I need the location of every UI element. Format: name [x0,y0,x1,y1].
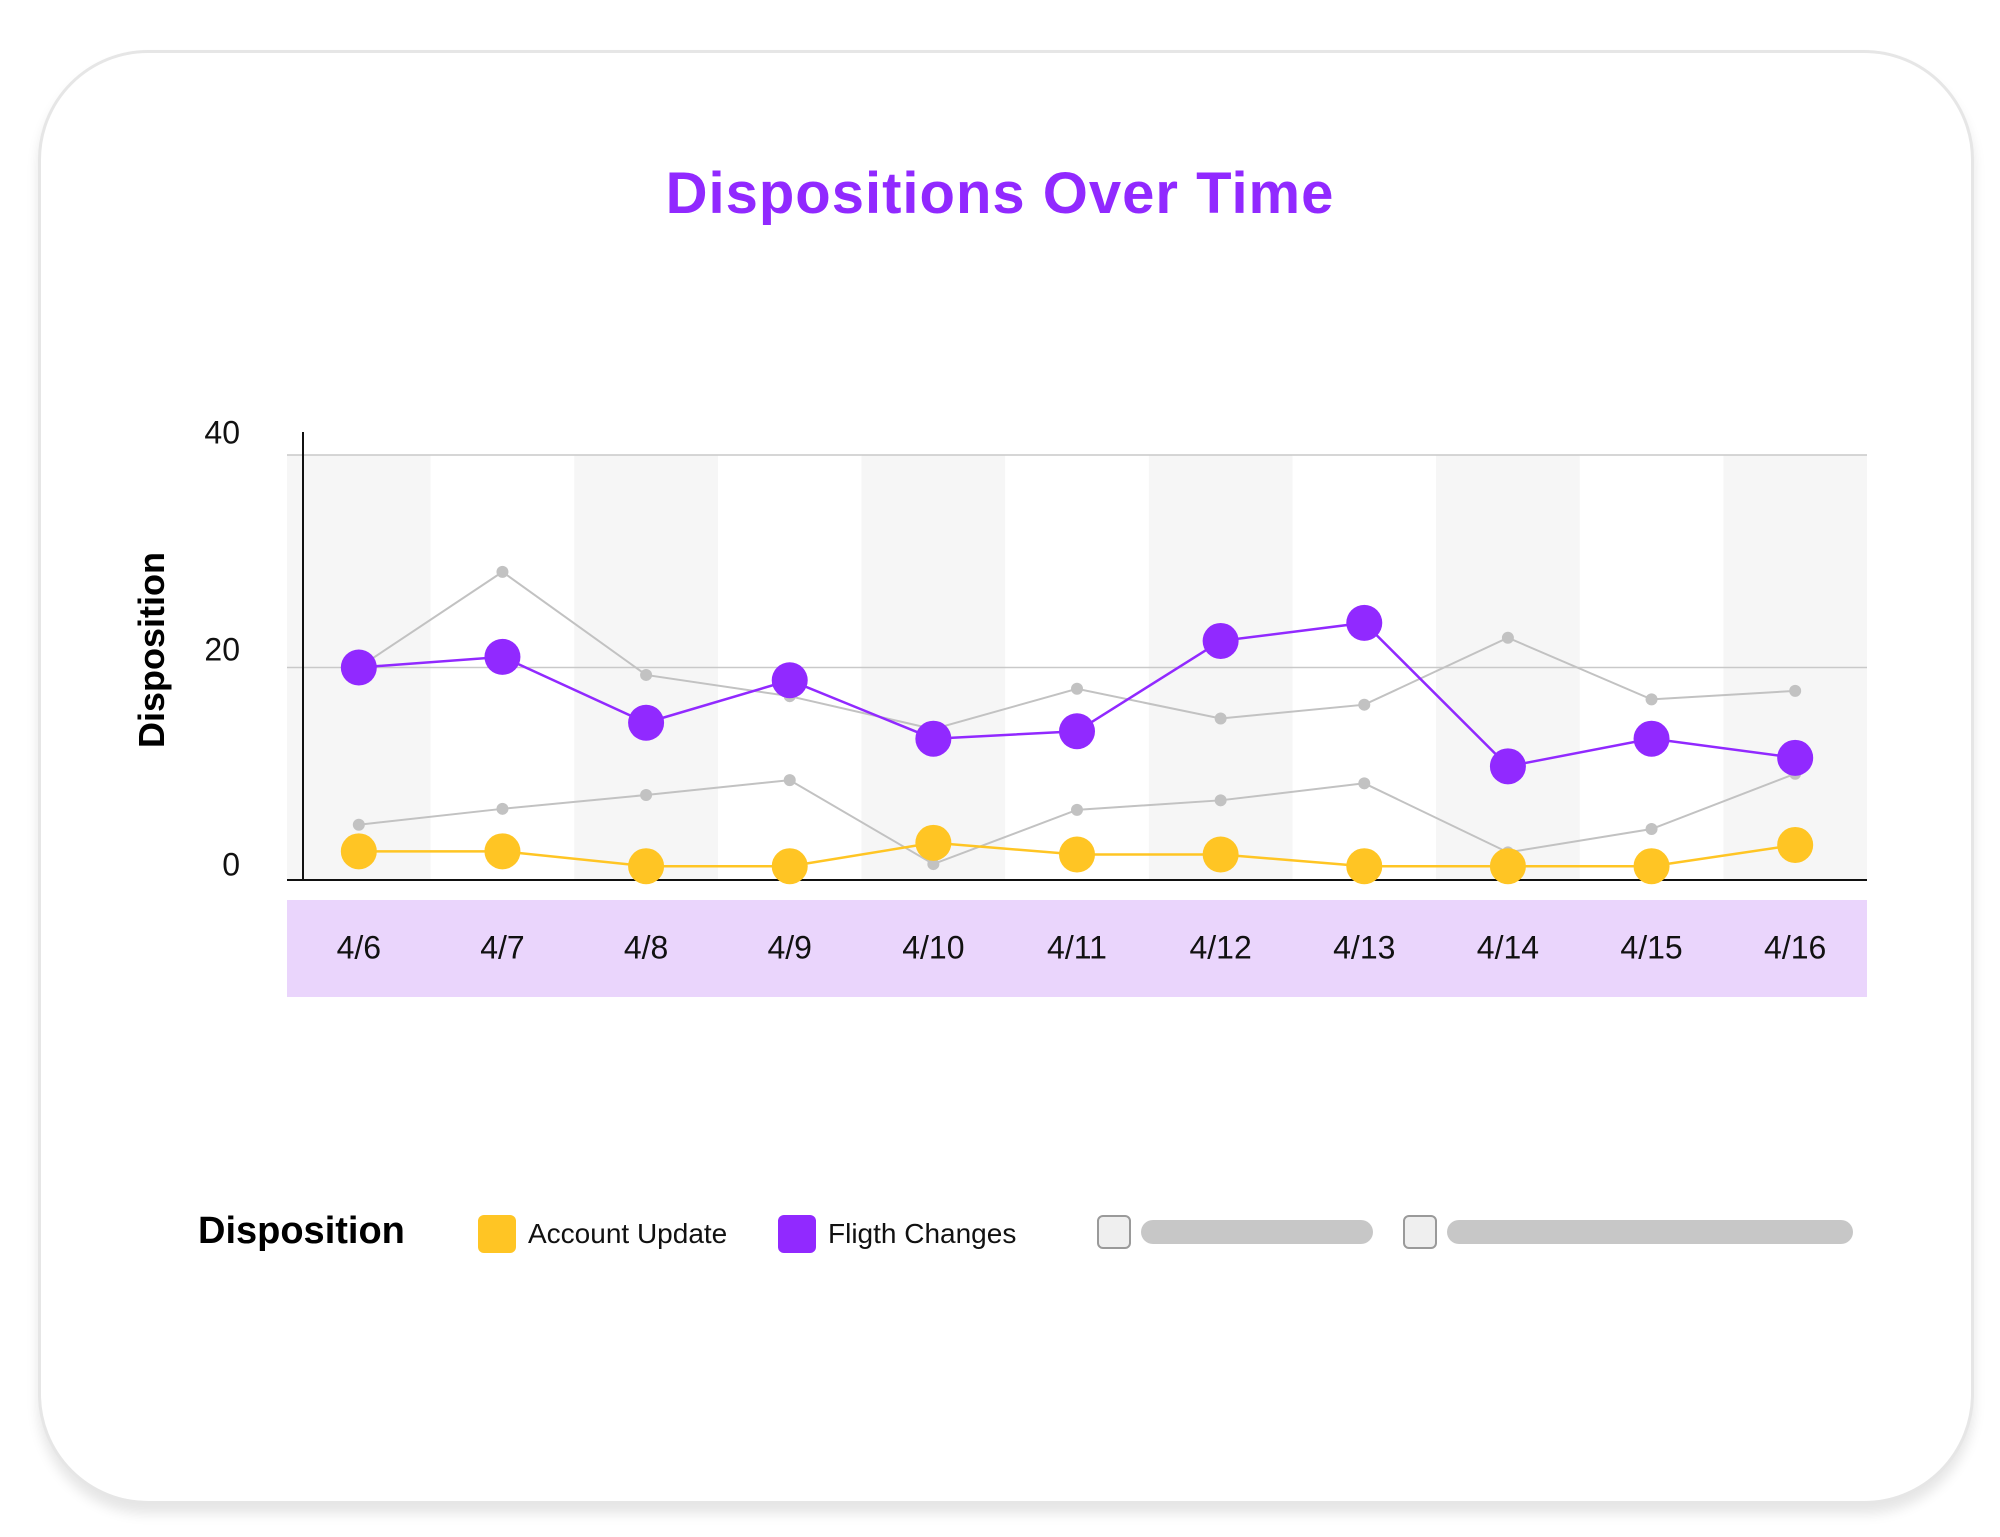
data-point [1059,713,1095,750]
data-point [628,704,665,741]
data-point-muted [1071,682,1083,695]
data-point [1777,739,1814,776]
data-point [1346,848,1383,885]
data-point-muted [1214,712,1227,725]
data-point-muted [1358,698,1371,711]
data-point [771,848,808,885]
x-tick-label: 4/6 [337,929,381,965]
x-tick-label: 4/10 [902,929,964,965]
legend-label-flight-changes: Fligth Changes [828,1218,1017,1249]
x-tick-label: 4/14 [1477,929,1539,965]
data-point-muted [640,668,653,681]
data-point-muted [1789,684,1802,697]
data-point-muted [1214,794,1227,807]
x-tick-label: 4/11 [1047,929,1107,965]
y-tick-label: 0 [222,846,240,882]
data-point-muted [640,789,653,801]
legend-placeholder-item[interactable] [1097,1215,1373,1249]
data-point-muted [783,774,796,787]
x-tick-label: 4/12 [1189,929,1251,965]
x-tick-label: 4/8 [624,929,668,965]
data-point [1489,748,1526,785]
x-tick-label: 4/7 [480,929,524,965]
data-point [1633,848,1670,885]
data-point [484,638,521,675]
legend-placeholder-item[interactable] [1403,1215,1853,1249]
data-point [1633,720,1670,757]
x-axis-band [287,900,1867,997]
data-point-muted [927,858,940,871]
data-point-muted [1358,777,1371,790]
data-point-muted [1645,823,1658,835]
data-point [340,833,377,870]
x-tick-label: 4/13 [1333,929,1395,965]
data-point-muted [496,802,509,815]
data-point [1202,622,1239,659]
legend-placeholder-swatch [1097,1215,1131,1249]
data-point [1489,848,1526,885]
data-point-muted [1501,631,1514,644]
data-point-muted [1071,803,1083,816]
y-axis-label: Disposition [131,552,172,748]
legend-placeholder-label [1447,1220,1853,1244]
x-tick-label: 4/16 [1764,929,1826,965]
data-point [1346,604,1383,641]
x-tick-label: 4/15 [1620,929,1682,965]
data-point-muted [496,565,509,578]
data-point [484,833,521,870]
legend-swatch-flight-changes [778,1215,816,1253]
legend-item-flight-changes[interactable]: Fligth Changes [778,1215,1016,1253]
y-tick-label: 20 [204,631,240,667]
data-point [1777,826,1814,863]
legend-item-account-update[interactable]: Account Update [478,1215,727,1253]
data-point [1059,836,1095,873]
legend-swatch-account-update [478,1215,516,1253]
data-point [915,824,952,861]
legend-placeholder-swatch [1403,1215,1437,1249]
data-point [771,662,808,699]
data-point [915,720,952,757]
legend-label-account-update: Account Update [528,1218,728,1249]
data-point [340,649,377,686]
chart-title: Dispositions Over Time [665,161,1335,226]
x-tick-label: 4/9 [767,929,811,965]
data-point-muted [352,818,365,831]
data-point [628,848,665,885]
legend-placeholder-label [1141,1220,1373,1244]
y-tick-label: 40 [204,414,240,450]
data-point [1202,836,1239,873]
legend-title: Disposition [198,1210,405,1252]
data-point-muted [1645,693,1658,706]
